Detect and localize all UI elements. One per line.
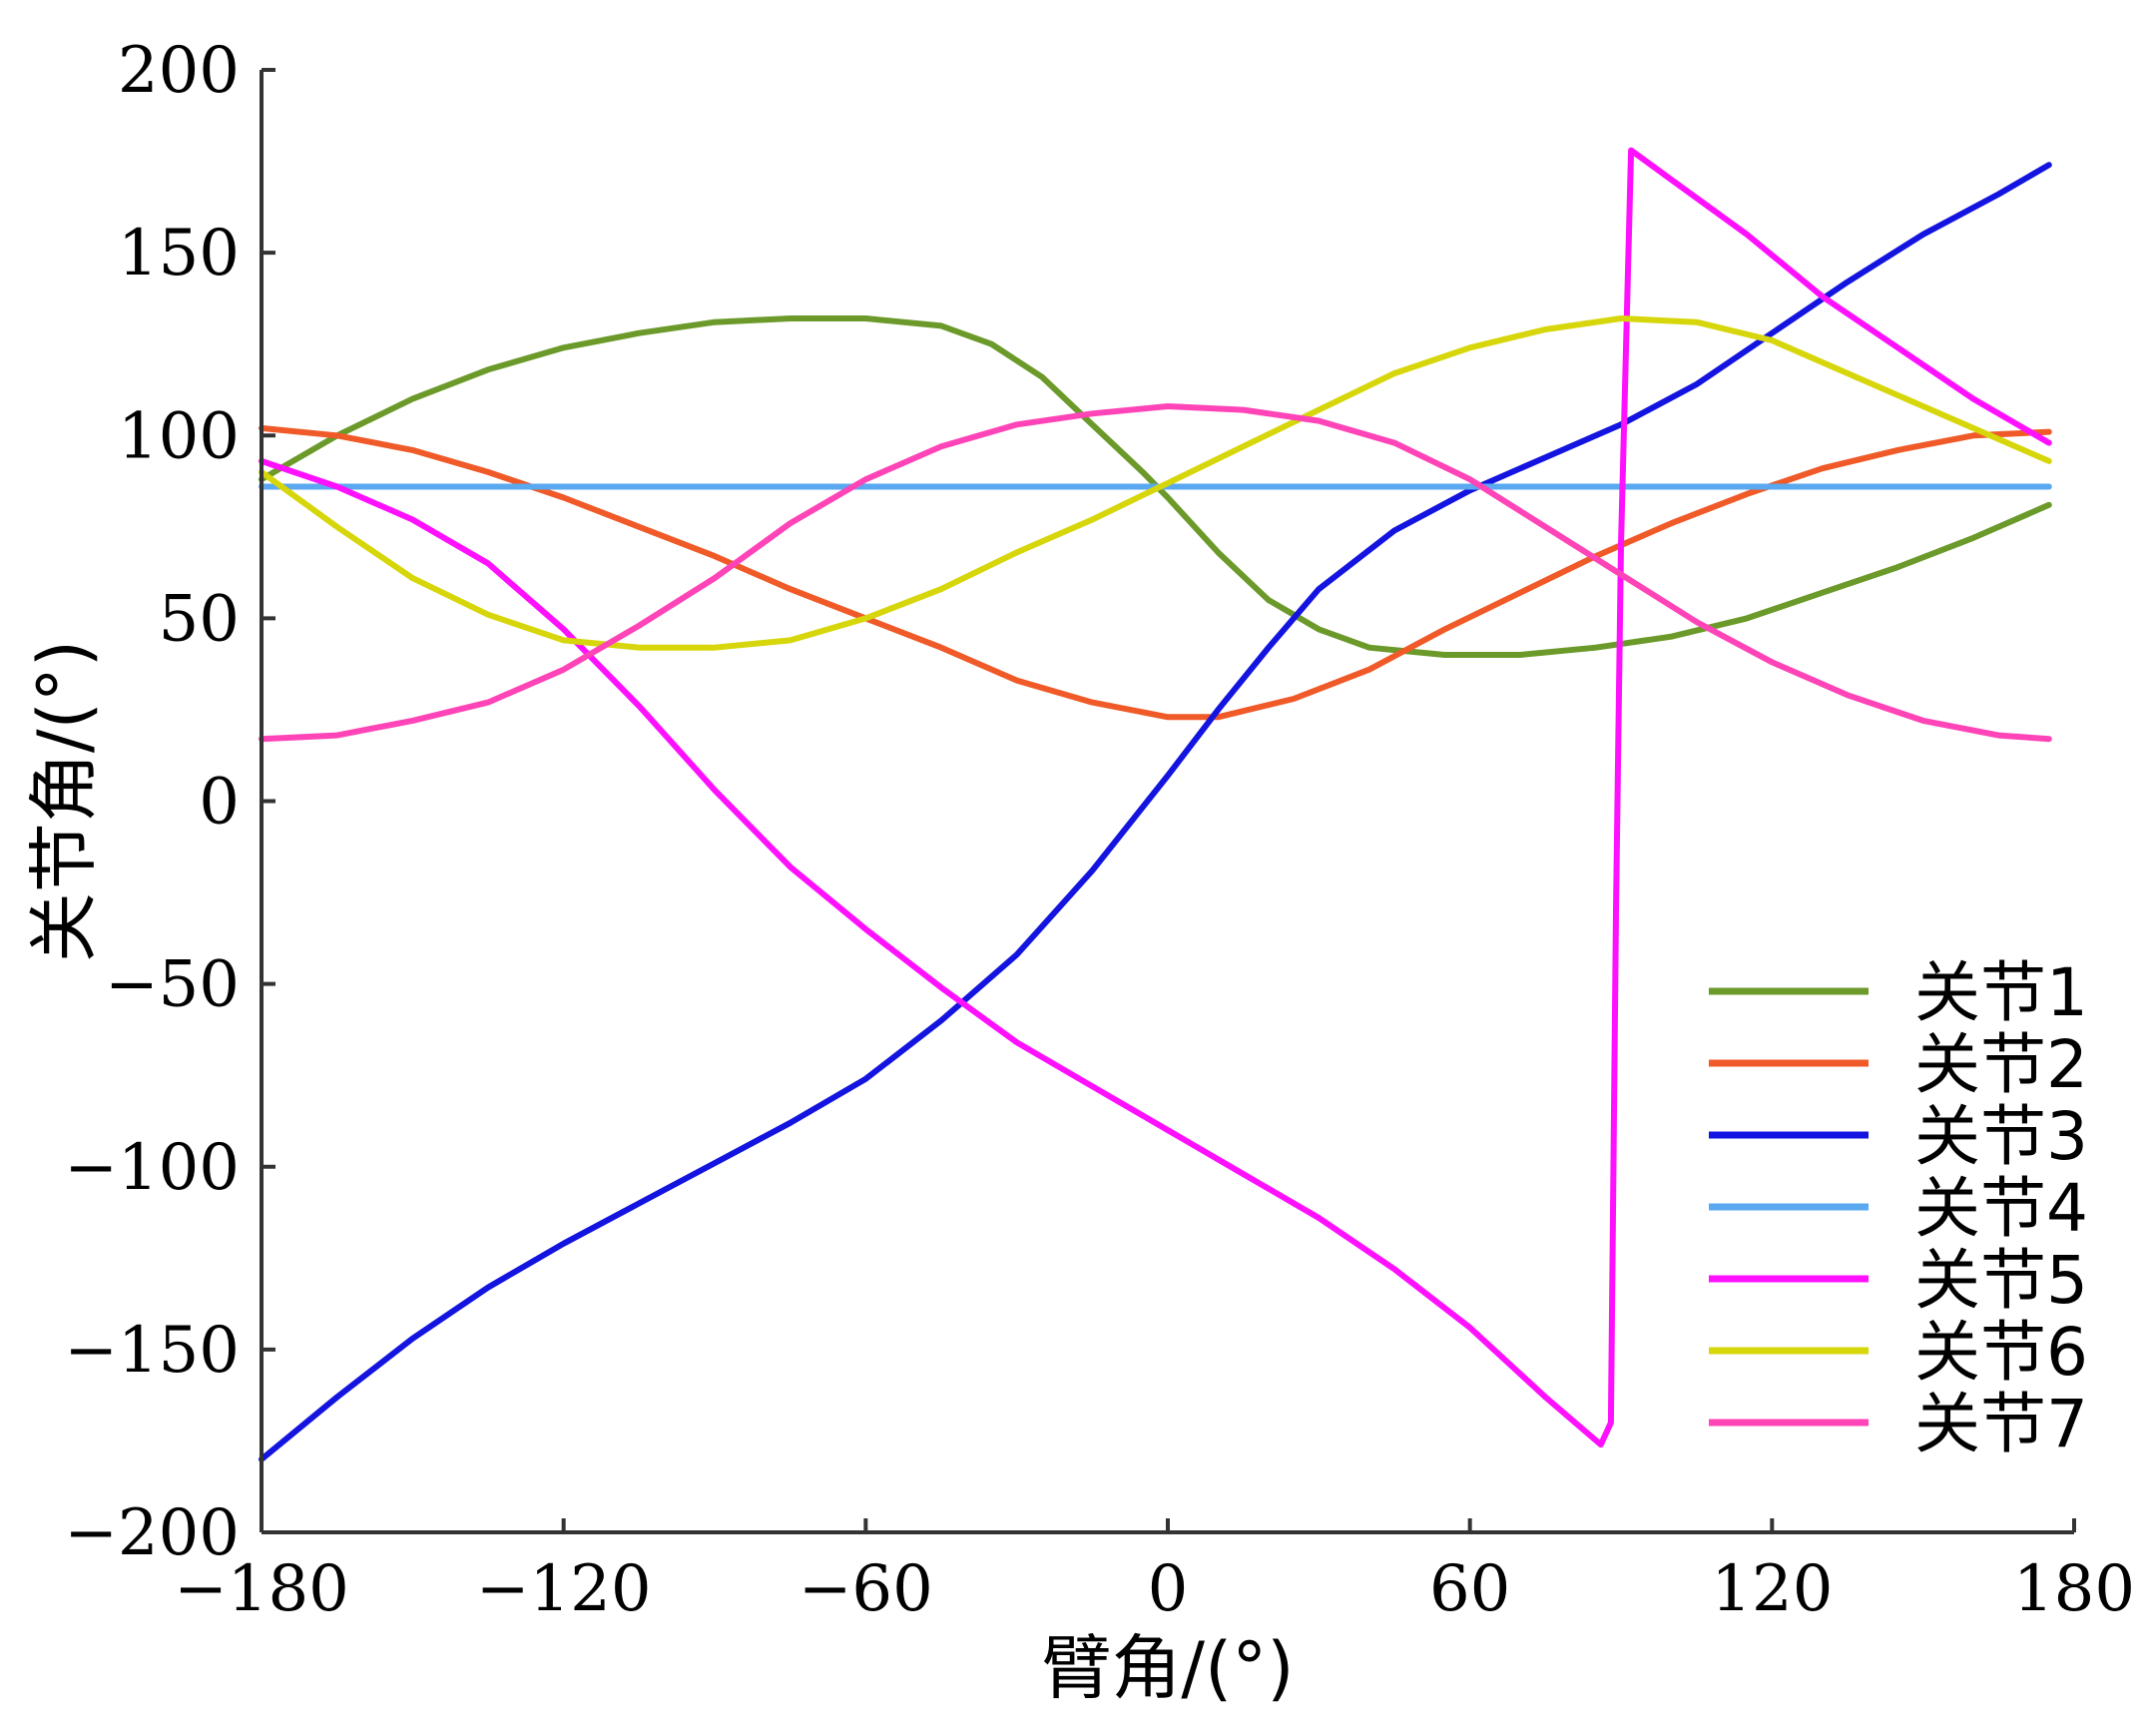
y-tick-label: −50 xyxy=(105,948,240,1022)
x-tick-label: −60 xyxy=(799,1552,933,1626)
y-tick-label: 200 xyxy=(118,34,240,108)
legend-label: 关节7 xyxy=(1914,1386,2088,1462)
legend-label: 关节5 xyxy=(1914,1242,2088,1319)
legend-label: 关节2 xyxy=(1914,1026,2088,1103)
x-tick-label: 60 xyxy=(1429,1552,1510,1626)
x-tick-label: 180 xyxy=(2013,1552,2135,1626)
y-tick-label: 0 xyxy=(199,766,240,840)
series-line-joint-6 xyxy=(259,315,2052,651)
y-tick-label: −100 xyxy=(64,1131,240,1205)
legend-label: 关节3 xyxy=(1914,1098,2088,1175)
x-tick-label: 0 xyxy=(1148,1552,1189,1626)
legend-label: 关节1 xyxy=(1914,954,2088,1031)
series-line-joint-2 xyxy=(259,424,2052,721)
x-tick-label: 120 xyxy=(1711,1552,1833,1626)
series-line-joint-5 xyxy=(259,147,2052,1448)
axes xyxy=(260,70,2074,1534)
y-axis-ticks: −200 −150 −100 −50 0 50 100 150 200 xyxy=(64,34,275,1570)
series-line-joint-3 xyxy=(259,162,2052,1462)
y-tick-label: 50 xyxy=(159,582,240,656)
legend-label: 关节4 xyxy=(1914,1170,2088,1247)
y-tick-label: −150 xyxy=(64,1314,240,1388)
x-axis-ticks: −180 −120 −60 0 60 120 180 xyxy=(174,1518,2135,1626)
series-line-joint-7 xyxy=(259,403,2052,743)
y-tick-label: 100 xyxy=(118,399,240,473)
x-axis-title: 臂角/(°) xyxy=(1041,1627,1294,1709)
x-tick-label: −120 xyxy=(476,1552,652,1626)
y-tick-label: 150 xyxy=(118,217,240,290)
y-axis-title: 关节角/(°) xyxy=(23,640,105,962)
x-tick-label: −180 xyxy=(174,1552,349,1626)
y-tick-label: −200 xyxy=(64,1496,240,1570)
legend-label: 关节6 xyxy=(1914,1314,2088,1391)
plot-area xyxy=(259,147,2052,1462)
